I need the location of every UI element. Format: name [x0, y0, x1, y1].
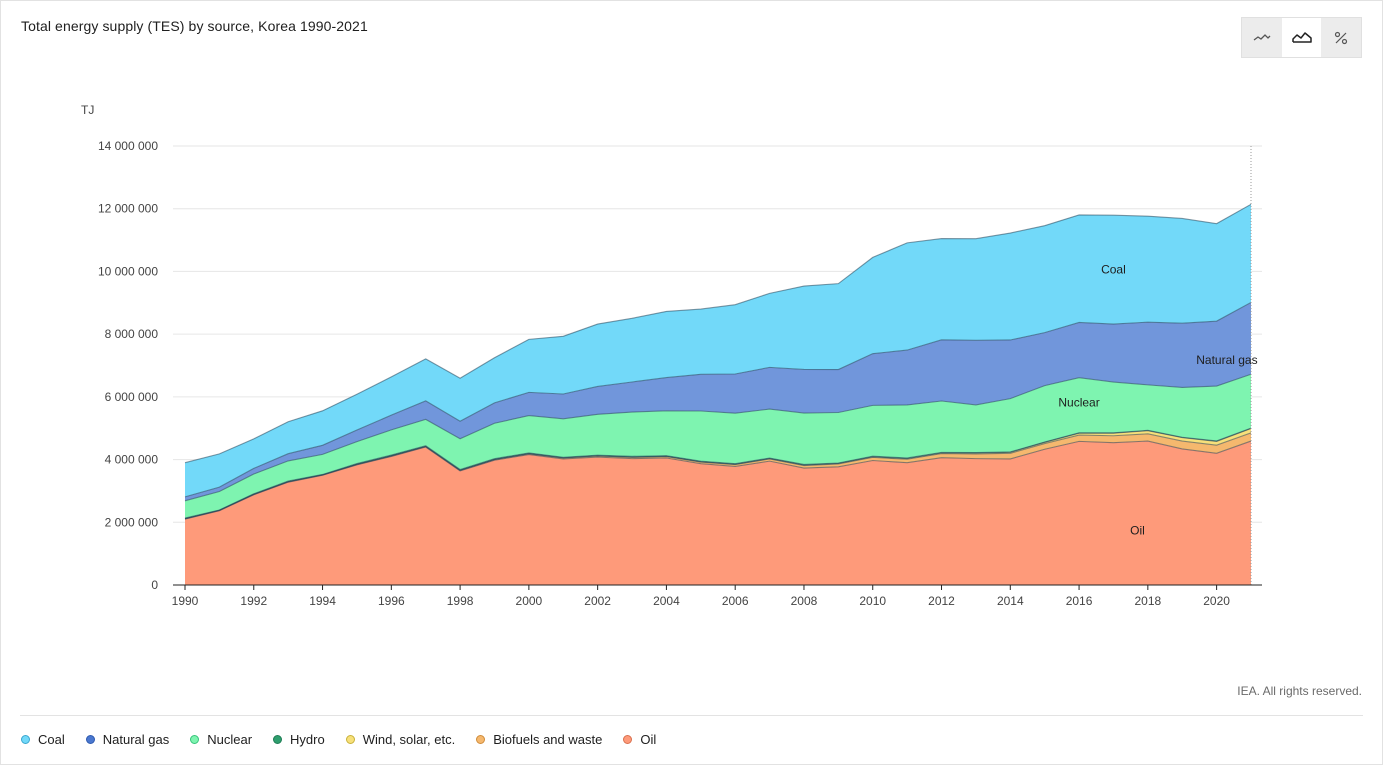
y-tick-label: 12 000 000	[98, 202, 158, 216]
x-tick-label: 1992	[240, 594, 267, 608]
legend-swatch	[345, 735, 355, 744]
y-tick-label: 6 000 000	[105, 390, 159, 404]
legend-label: Hydro	[290, 732, 325, 747]
legend-item-biofuels[interactable]: Biofuels and waste	[476, 732, 602, 747]
legend-label: Natural gas	[102, 732, 170, 747]
legend-label: Nuclear	[207, 732, 253, 747]
area-natural-gas	[185, 302, 1251, 501]
x-tick-label: 2010	[859, 594, 886, 608]
area-chart-icon	[1291, 31, 1312, 43]
series-line	[184, 373, 1252, 502]
area-chart-button[interactable]	[1281, 18, 1322, 57]
x-tick-label: 1996	[378, 594, 405, 608]
line-chart-button[interactable]	[1242, 18, 1282, 57]
x-tick-label: 2014	[997, 594, 1024, 608]
series-line	[184, 301, 1252, 498]
chart-title: Total energy supply (TES) by source, Kor…	[21, 18, 368, 34]
legend-label: Oil	[640, 732, 657, 747]
legend-item-wind-solar[interactable]: Wind, solar, etc.	[345, 732, 456, 747]
legend-label: Biofuels and waste	[493, 732, 603, 747]
legend-item-natural-gas[interactable]: Natural gas	[85, 732, 170, 747]
legend-swatch	[85, 735, 95, 744]
x-tick-label: 2008	[791, 594, 818, 608]
stacked-area-chart: 1990 1992 1994 1996 1998 2000 2002 2004 2006 2008…	[81, 103, 1262, 608]
chart-type-toolbar	[1241, 17, 1362, 58]
legend-swatch	[190, 735, 200, 744]
legend-item-hydro[interactable]: Hydro	[273, 732, 325, 747]
x-tick-label: 2012	[928, 594, 955, 608]
legend-swatch	[623, 735, 633, 744]
percent-icon	[1335, 31, 1348, 44]
area-label-nuclear: Nuclear	[1058, 396, 1099, 410]
x-tick-label: 2006	[722, 594, 749, 608]
area-label-natural-gas: Natural gas	[1196, 353, 1257, 367]
y-tick-label: 10 000 000	[98, 264, 158, 278]
area-label-coal: Coal	[1101, 263, 1126, 277]
line-chart-icon	[1253, 33, 1271, 41]
x-tick-label: 1994	[309, 594, 336, 608]
x-tick-label: 2020	[1203, 594, 1230, 608]
area-label-oil: Oil	[1130, 523, 1145, 537]
y-tick-label: 8 000 000	[105, 327, 159, 341]
x-tick-label: 2002	[584, 594, 611, 608]
area-biofuels-and-waste	[185, 432, 1251, 520]
area-coal	[185, 204, 1251, 497]
x-tick-label: 2016	[1066, 594, 1093, 608]
y-tick-label: 0	[151, 578, 158, 592]
legend-label: Wind, solar, etc.	[362, 732, 456, 747]
legend: Coal Natural gas Nuclear Hydro Wind, sol…	[21, 732, 677, 747]
series-line	[184, 427, 1252, 519]
legend-swatch	[476, 735, 486, 744]
y-tick-label: 4 000 000	[105, 453, 159, 467]
y-unit-label: TJ	[81, 103, 94, 117]
x-tick-label: 1990	[172, 594, 199, 608]
legend-item-oil[interactable]: Oil	[623, 732, 656, 747]
legend-item-coal[interactable]: Coal	[21, 732, 65, 747]
x-tick-label: 2018	[1134, 594, 1161, 608]
legend-swatch	[273, 735, 283, 744]
legend-swatch	[21, 735, 30, 744]
percent-button[interactable]	[1321, 18, 1361, 57]
y-tick-label: 14 000 000	[98, 139, 158, 153]
legend-divider	[20, 715, 1363, 716]
x-tick-label: 2004	[653, 594, 680, 608]
x-tick-label: 2000	[516, 594, 543, 608]
series-line	[184, 203, 1252, 464]
legend-label: Coal	[38, 732, 65, 747]
copyright-note: IEA. All rights reserved.	[1237, 684, 1362, 698]
area-nuclear	[185, 374, 1251, 519]
area-oil	[185, 441, 1251, 585]
y-tick-label: 2 000 000	[105, 515, 159, 529]
x-tick-label: 1998	[447, 594, 474, 608]
legend-item-nuclear[interactable]: Nuclear	[190, 732, 252, 747]
